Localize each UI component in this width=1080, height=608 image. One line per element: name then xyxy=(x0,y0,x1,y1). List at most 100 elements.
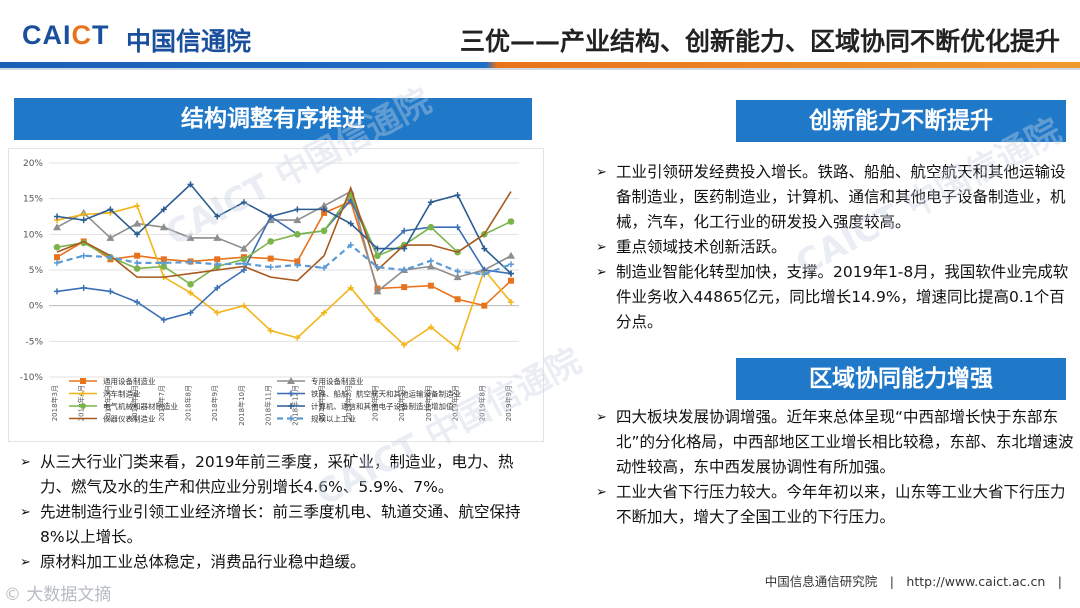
structure-bullet-list: ➢ 从三大行业门类来看，2019年前三季度，采矿业，制造业，电力、热力、燃气及水的… xyxy=(18,450,538,575)
header-divider-shadow xyxy=(0,68,1080,70)
data-point xyxy=(80,211,87,218)
data-point xyxy=(53,243,61,251)
data-point xyxy=(320,201,329,209)
data-point xyxy=(80,239,88,247)
series-line xyxy=(56,190,512,293)
data-point xyxy=(294,206,301,213)
region-bullet-list: ➢ 四大板块发展协调增强。近年来总体呈现“中西部增长快于东部东北”的分化格局，中西… xyxy=(594,405,1074,530)
legend-marker xyxy=(287,377,295,384)
x-tick-label: 2018年4月 xyxy=(77,385,86,421)
data-point xyxy=(454,345,461,352)
section-title-structure: 结构调整有序推进 xyxy=(14,98,532,140)
y-tick-label: -5% xyxy=(25,337,43,347)
data-point xyxy=(321,264,328,271)
legend-marker xyxy=(288,403,294,409)
legend-label: 专用设备制造业 xyxy=(311,376,364,386)
x-tick-label: 2018年10月 xyxy=(237,385,246,426)
data-point xyxy=(481,271,488,278)
chart-canvas: 20% 15% 10% 5% 0% -5% -10% 2018年3月 2018年4月 2018年5… xyxy=(20,159,519,426)
data-point xyxy=(321,309,328,316)
data-point xyxy=(187,181,194,188)
y-tick-label: 20% xyxy=(23,159,43,169)
data-point xyxy=(240,199,247,206)
bullet-item: ➢ 制造业智能化转型加快，支撑。2019年1-8月，我国软件业完成软件业务收入44… xyxy=(594,260,1074,335)
legend-label: 计算机、通信和其他电子设备制造业增加值 xyxy=(311,401,454,411)
data-point xyxy=(133,265,141,272)
data-point xyxy=(240,260,247,267)
data-point xyxy=(267,264,274,271)
data-point xyxy=(160,263,168,270)
data-point xyxy=(427,257,434,264)
data-point xyxy=(401,284,408,291)
section-title-region: 区域协同能力增强 xyxy=(736,358,1066,400)
data-point xyxy=(294,258,301,265)
x-tick-label: 2018年8月 xyxy=(184,385,193,421)
data-point xyxy=(240,267,247,273)
x-tick-label: 2019年2月 xyxy=(317,385,326,421)
data-point xyxy=(401,267,408,273)
arrow-bullet-icon: ➢ xyxy=(596,240,607,255)
legend-marker xyxy=(288,415,294,422)
series-line xyxy=(56,198,512,321)
data-point xyxy=(347,284,354,291)
innovation-bullet-list: ➢ 工业引领研发经费投入增长。铁路、船舶、航空航天和其他运输设备制造业，医药制造业… xyxy=(594,160,1074,335)
data-point xyxy=(80,217,87,224)
data-point xyxy=(454,268,461,275)
series-line xyxy=(56,204,512,350)
data-point xyxy=(187,259,194,266)
bullet-item: ➢ 原材料加工业总体稳定，消费品行业稳中趋缓。 xyxy=(18,550,538,575)
data-point xyxy=(347,220,354,227)
y-tick-label: 15% xyxy=(23,195,43,205)
data-point xyxy=(54,288,60,295)
x-tick-label: 2018年9月 xyxy=(210,385,219,421)
y-tick-label: -10% xyxy=(20,373,44,383)
data-point xyxy=(214,309,221,316)
data-point xyxy=(214,256,221,263)
data-point xyxy=(214,284,221,291)
data-point xyxy=(508,299,514,306)
data-point xyxy=(80,252,87,259)
data-point xyxy=(321,209,328,216)
data-point xyxy=(53,223,61,231)
data-point xyxy=(374,252,381,260)
data-point xyxy=(214,261,221,268)
legend-label: 通用设备制造业 xyxy=(103,376,156,386)
data-point xyxy=(134,299,141,306)
legend-label: 仪器仪表制造业 xyxy=(103,414,156,424)
data-point xyxy=(453,273,462,281)
data-point xyxy=(427,223,435,231)
data-point xyxy=(267,213,274,220)
data-point xyxy=(293,216,302,224)
data-point xyxy=(508,270,514,277)
data-point xyxy=(508,277,514,284)
legend-marker xyxy=(288,390,294,397)
bullet-item: ➢ 先进制造行业引领工业经济增长：前三季度机电、轨道交通、航空保持8%以上增长。 xyxy=(18,500,538,550)
series-line xyxy=(56,200,512,307)
legend-marker xyxy=(80,378,86,384)
data-point xyxy=(507,251,515,259)
data-point xyxy=(374,264,381,271)
logo-chinese-name: 中国信通院 xyxy=(126,27,252,56)
data-point xyxy=(54,259,60,266)
data-point xyxy=(187,280,194,288)
data-point xyxy=(239,244,248,252)
bullet-item: ➢ 重点领域技术创新活跃。 xyxy=(594,235,1074,260)
data-point xyxy=(454,296,461,303)
data-point xyxy=(134,231,141,238)
arrow-bullet-icon: ➢ xyxy=(20,455,31,470)
section-title-innovation: 创新能力不断提升 xyxy=(736,100,1066,142)
data-point xyxy=(186,233,195,241)
data-point xyxy=(80,284,87,291)
x-tick-label: 2019年8月 xyxy=(477,385,486,421)
legend-marker xyxy=(80,390,86,397)
legend-label: 电气机械和器材制造业 xyxy=(103,401,178,411)
legend-label: 铁路、船舶、航空航天和其他运输设备制造业 xyxy=(311,389,461,399)
data-point xyxy=(294,262,301,269)
bullet-item: ➢ 工业大省下行压力较大。今年年初以来，山东等工业大省下行压力不断加大，增大了全国… xyxy=(594,480,1074,530)
data-point xyxy=(321,206,328,213)
x-tick-label: 2018年7月 xyxy=(157,385,166,421)
data-point xyxy=(427,282,434,289)
y-tick-label: 0% xyxy=(29,302,44,312)
data-point xyxy=(160,206,167,213)
arrow-bullet-icon: ➢ xyxy=(20,505,31,520)
